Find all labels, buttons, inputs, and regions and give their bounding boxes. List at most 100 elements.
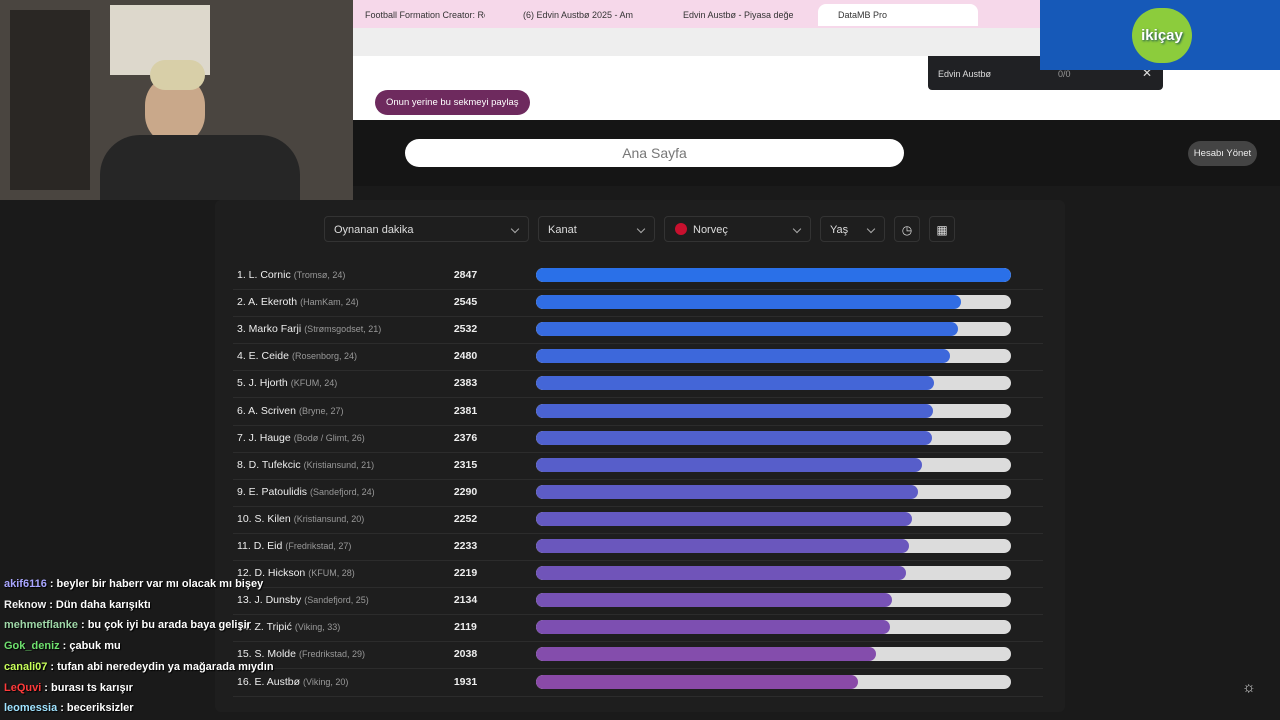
- chat-user: akif6116: [4, 578, 47, 590]
- chat-text: : bu çok iyi bu arada baya gelişir: [80, 619, 251, 632]
- player: 8. D. Tufekcic (Kristiansund, 21): [237, 458, 375, 471]
- chat-user: LeQuvi: [4, 681, 42, 694]
- bar-track: [536, 674, 1011, 689]
- search[interactable]: Ana Sayfa: [405, 139, 904, 167]
- bar: [536, 674, 859, 689]
- value: 1931: [453, 675, 478, 688]
- row: 2. A. Ekeroth (HamKam, 24) 2545: [233, 289, 1043, 318]
- player: 12. D. Hickson (KFUM, 28): [237, 567, 355, 580]
- find-close[interactable]: ✕: [1142, 66, 1153, 80]
- tab-active[interactable]: DataMB Pro: [818, 4, 978, 26]
- player-detail: (Kristiansund, 21): [303, 459, 375, 470]
- player-detail: (Viking, 33): [294, 622, 341, 633]
- chat-text: : çabuk mu: [62, 640, 121, 653]
- player: 10. S. Kilen (Kristiansund, 20): [237, 512, 365, 525]
- chat-message: akif6116: beyler bir haberr var mı olaca…: [4, 578, 263, 590]
- player: 1. L. Cornic (Tromsø, 24): [237, 269, 346, 281]
- bar: [536, 647, 877, 662]
- value: 2290: [453, 485, 478, 498]
- calendar-button[interactable]: ▦: [929, 216, 955, 242]
- row: 9. E. Patoulidis (Sandefjord, 24) 2290: [233, 479, 1043, 507]
- chat-text: : burası ts karışır: [44, 681, 133, 694]
- filter[interactable]: Kanat: [538, 216, 655, 242]
- logo-box: ikiçay: [1040, 0, 1280, 70]
- logo: ikiçay: [1132, 8, 1192, 63]
- chat-message: canali07: tufan abi neredeydin ya mağara…: [4, 661, 274, 673]
- bar-track: [536, 484, 1011, 499]
- player-detail: (Sandefjord, 25): [304, 595, 369, 606]
- filter[interactable]: Norveç: [664, 216, 811, 242]
- chat-text: : tufan abi neredeydin ya mağarada mıydı…: [50, 660, 274, 673]
- player: 4. E. Ceide (Rosenborg, 24): [237, 350, 357, 363]
- player-detail: (Fredrikstad, 29): [298, 649, 365, 660]
- value: 2480: [453, 350, 478, 363]
- bar: [536, 484, 919, 499]
- bar-track: [536, 376, 1011, 391]
- flag: [675, 223, 687, 235]
- bar-track: [536, 457, 1011, 472]
- chat-user: Gok_deniz: [4, 640, 60, 653]
- bar-track: [536, 566, 1011, 581]
- player: 3. Marko Farji (Strømsgodset, 21): [237, 323, 382, 336]
- row: 5. J. Hjorth (KFUM, 24) 2383: [233, 370, 1043, 399]
- bar-track: [536, 349, 1011, 364]
- row: 8. D. Tufekcic (Kristiansund, 21) 2315: [233, 452, 1043, 480]
- bar-track: [536, 511, 1011, 526]
- tab[interactable]: (6) Edvin Austbø 2025 - Am: [523, 10, 634, 20]
- row: 1. L. Cornic (Tromsø, 24) 2847: [233, 262, 1043, 290]
- bar-track: [536, 430, 1011, 445]
- find-query[interactable]: Edvin Austbø: [938, 69, 992, 79]
- player: 9. E. Patoulidis (Sandefjord, 24): [237, 485, 375, 498]
- player: 5. J. Hjorth (KFUM, 24): [237, 377, 338, 390]
- chat-user: mehmetflanke: [4, 619, 78, 632]
- share-button[interactable]: Onun yerine bu sekmeyi paylaş: [375, 90, 530, 115]
- chat-message: mehmetflanke: bu çok iyi bu arada baya g…: [4, 619, 251, 631]
- row: 4. E. Ceide (Rosenborg, 24) 2480: [233, 343, 1043, 372]
- row: 10. S. Kilen (Kristiansund, 20) 2252: [233, 506, 1043, 534]
- player-detail: (KFUM, 28): [308, 568, 355, 579]
- chat-message: Gok_deniz: çabuk mu: [4, 640, 121, 652]
- account-button[interactable]: Hesabı Yönet: [1188, 141, 1257, 166]
- bar: [536, 430, 933, 445]
- filter[interactable]: Yaş: [820, 216, 885, 242]
- bar-track: [536, 403, 1011, 418]
- bar: [536, 539, 909, 553]
- chat-message: Reknow: Dün daha karışıktı: [4, 599, 151, 611]
- tab-bar: Football Formation Creator: Re (6) Edvin…: [353, 0, 1040, 28]
- row: 13. J. Dunsby (Sandefjord, 25) 2134: [233, 587, 1043, 616]
- player-detail: (Fredrikstad, 27): [285, 541, 352, 551]
- value: 2119: [454, 621, 477, 634]
- player: 13. J. Dunsby (Sandefjord, 25): [237, 594, 369, 607]
- row: 3. Marko Farji (Strømsgodset, 21) 2532: [233, 316, 1043, 345]
- row: 6. A. Scriven (Bryne, 27) 2381: [233, 398, 1043, 426]
- row: 15. S. Molde (Fredrikstad, 29) 2038: [233, 641, 1043, 670]
- row: 7. J. Hauge (Bodø / Glimt, 26) 2376: [233, 425, 1043, 453]
- value: 2381: [453, 404, 478, 417]
- player-detail: (Rosenborg, 24): [291, 351, 357, 362]
- value: 2376: [453, 431, 478, 444]
- tab[interactable]: Edvin Austbø - Piyasa değeri ge: [683, 10, 793, 20]
- bar: [536, 457, 923, 472]
- value: 2315: [453, 458, 478, 471]
- bar: [536, 295, 961, 310]
- bar-track: [536, 268, 1011, 282]
- filter[interactable]: Oynanan dakika: [324, 216, 529, 242]
- bar-track: [536, 322, 1011, 337]
- theme-toggle[interactable]: ☼: [1242, 679, 1256, 696]
- bar: [536, 566, 907, 581]
- timer-button[interactable]: ◷: [894, 216, 920, 242]
- bar: [536, 322, 959, 337]
- row: 14. Z. Tripić (Viking, 33) 2119: [233, 614, 1043, 643]
- bar: [536, 620, 890, 635]
- chat-text: : beceriksizler: [60, 702, 134, 715]
- chat-message: LeQuvi: burası ts karışır: [4, 682, 133, 694]
- row: 16. E. Austbø (Viking, 20) 1931: [233, 669, 1043, 697]
- bar-track: [536, 620, 1011, 635]
- value: 2219: [453, 567, 478, 580]
- chat-user: canali07: [4, 660, 48, 673]
- player: 7. J. Hauge (Bodø / Glimt, 26): [237, 431, 365, 444]
- tab[interactable]: Football Formation Creator: Re: [365, 10, 485, 20]
- bar: [536, 593, 893, 608]
- value: 2383: [453, 377, 478, 390]
